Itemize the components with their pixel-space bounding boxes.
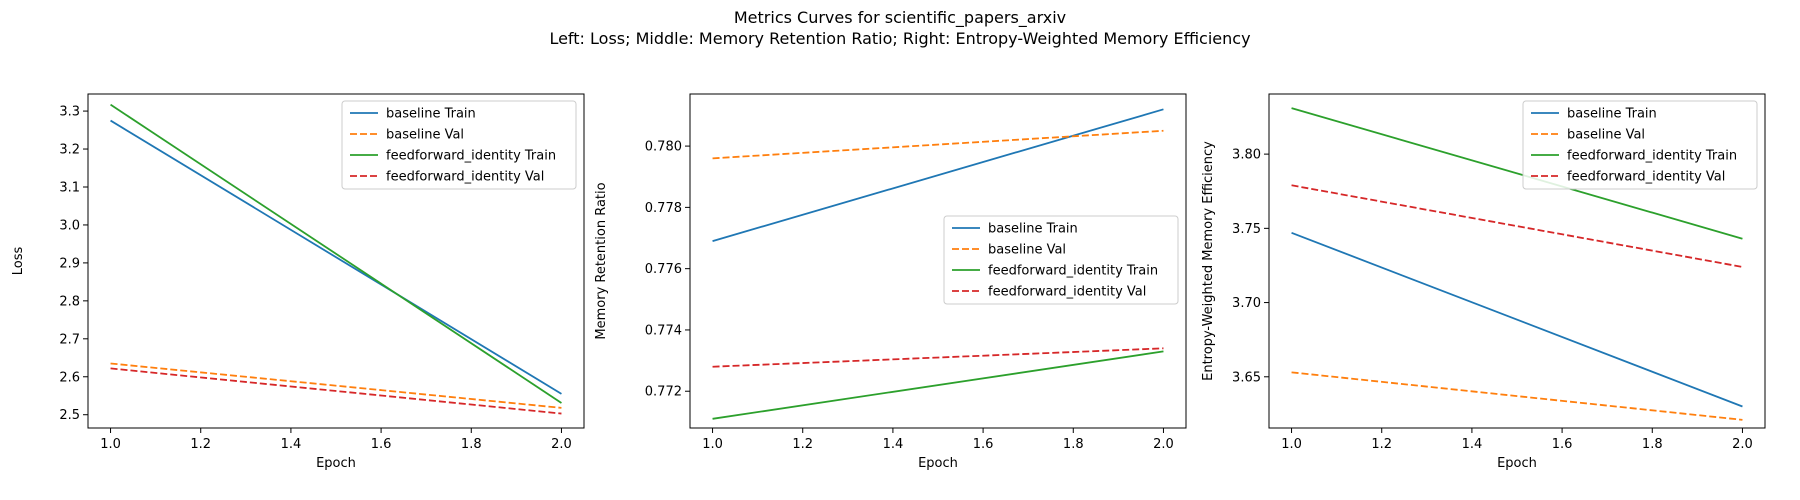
x-tick-label: 1.8 <box>1063 437 1084 452</box>
x-tick-label: 1.6 <box>371 437 392 452</box>
loss-chart: 1.0 1.2 1.4 1.6 1.8 2.0 2.5 2.6 2.7 2.8 2.9 3.0 3.1 3… <box>11 93 585 471</box>
series-line-0 <box>110 119 562 395</box>
memory-retention-chart: 1.0 1.2 1.4 1.6 1.8 2.0 0.772 0.774 0.776 0.778 0.… <box>594 93 1187 471</box>
y-tick-label: 3.3 <box>59 105 80 120</box>
legend-label: baseline Val <box>1567 128 1645 143</box>
legend-box <box>943 215 1179 305</box>
series-line-2 <box>1291 107 1743 240</box>
entropy-efficiency-chart: 1.0 1.2 1.4 1.6 1.8 2.0 3.65 3.70 3.75 3.80 Epoch E… <box>1201 93 1766 471</box>
series-line-0 <box>712 108 1164 242</box>
legend-label: baseline Val <box>988 243 1066 258</box>
series-line-3 <box>1291 184 1743 268</box>
y-tick-label: 0.776 <box>645 262 682 277</box>
x-tick-label: 2.0 <box>1153 437 1174 452</box>
x-tick-label: 2.0 <box>1732 437 1753 452</box>
x-axis-label: Epoch <box>1497 456 1537 471</box>
legend-box <box>1522 100 1758 190</box>
legend-label: feedforward_identity Train <box>1567 149 1737 164</box>
y-tick-label: 3.75 <box>1232 222 1261 237</box>
legend-label: baseline Train <box>1567 107 1657 122</box>
y-tick-label: 3.80 <box>1232 148 1261 163</box>
legend-label: feedforward_identity Train <box>386 149 556 164</box>
series-line-2 <box>110 103 562 404</box>
y-tick-label: 3.1 <box>59 180 80 195</box>
y-tick-label: 3.2 <box>59 143 80 158</box>
y-tick-label: 3.0 <box>59 218 80 233</box>
series-line-1 <box>1291 371 1743 421</box>
axes-frame <box>689 93 1187 429</box>
legend: baseline Train baseline Val feedforward_id… <box>1522 100 1758 190</box>
figure-title: Metrics Curves for scientific_papers_arx… <box>733 8 1067 27</box>
y-tick-label: 2.8 <box>59 294 80 309</box>
x-tick-label: 1.2 <box>792 437 813 452</box>
series-line-1 <box>110 362 562 409</box>
y-tick-label: 0.774 <box>645 323 682 338</box>
series-line-3 <box>712 347 1164 368</box>
legend-label: baseline Train <box>386 107 476 122</box>
y-tick-label: 0.778 <box>645 201 682 216</box>
legend-label: feedforward_identity Train <box>988 264 1158 279</box>
legend-label: baseline Val <box>386 128 464 143</box>
x-tick-label: 1.4 <box>1462 437 1483 452</box>
x-tick-label: 1.2 <box>190 437 211 452</box>
y-tick-label: 0.772 <box>645 385 682 400</box>
series-line-2 <box>712 350 1164 420</box>
x-tick-label: 1.6 <box>973 437 994 452</box>
y-axis-label: Entropy-Weighted Memory Efficiency <box>1201 141 1216 381</box>
y-tick-label: 3.65 <box>1232 370 1261 385</box>
x-tick-label: 1.4 <box>281 437 302 452</box>
series-line-3 <box>110 367 562 415</box>
x-tick-label: 1.8 <box>1642 437 1663 452</box>
x-tick-label: 1.8 <box>461 437 482 452</box>
x-tick-label: 1.0 <box>702 437 723 452</box>
axes-frame <box>87 93 585 429</box>
x-tick-label: 2.0 <box>551 437 572 452</box>
legend-box <box>341 100 577 190</box>
x-tick-label: 1.0 <box>1281 437 1302 452</box>
series-line-1 <box>712 129 1164 160</box>
legend: baseline Train baseline Val feedforward_id… <box>341 100 577 190</box>
legend-label: feedforward_identity Val <box>988 285 1146 300</box>
x-tick-label: 1.0 <box>100 437 121 452</box>
y-tick-label: 2.6 <box>59 370 80 385</box>
legend-label: feedforward_identity Val <box>1567 170 1725 185</box>
x-tick-label: 1.6 <box>1552 437 1573 452</box>
legend-label: feedforward_identity Val <box>386 170 544 185</box>
x-tick-label: 1.2 <box>1371 437 1392 452</box>
legend: baseline Train baseline Val feedforward_id… <box>943 215 1179 305</box>
y-tick-label: 0.780 <box>645 140 682 155</box>
y-tick-label: 2.9 <box>59 256 80 271</box>
y-axis-label: Loss <box>11 247 26 276</box>
legend-label: baseline Train <box>988 222 1078 237</box>
series-line-0 <box>1291 231 1743 408</box>
y-tick-label: 3.70 <box>1232 296 1261 311</box>
axes-frame <box>1268 93 1766 429</box>
y-tick-label: 2.7 <box>59 332 80 347</box>
x-tick-label: 1.4 <box>883 437 904 452</box>
x-axis-label: Epoch <box>918 456 958 471</box>
figure-subtitle: Left: Loss; Middle: Memory Retention Rat… <box>549 29 1251 48</box>
x-axis-label: Epoch <box>316 456 356 471</box>
y-axis-label: Memory Retention Ratio <box>594 182 609 339</box>
y-tick-label: 2.5 <box>59 408 80 423</box>
